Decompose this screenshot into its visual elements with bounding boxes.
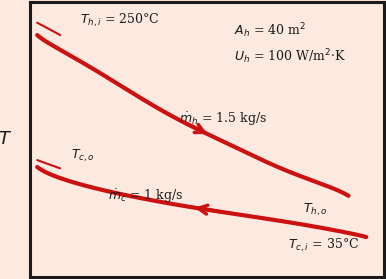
Text: $T_{h,i}$ = 250°C: $T_{h,i}$ = 250°C: [80, 11, 159, 29]
Text: $\dot{m}_c$ = 1 kg/s: $\dot{m}_c$ = 1 kg/s: [108, 187, 183, 205]
Text: $T_{h,o}$: $T_{h,o}$: [303, 201, 327, 218]
Text: $T_{c,i}$ = 35°C: $T_{c,i}$ = 35°C: [288, 237, 359, 254]
Text: $\dot{m}_h$ = 1.5 kg/s: $\dot{m}_h$ = 1.5 kg/s: [179, 110, 267, 128]
Text: $T$: $T$: [0, 131, 12, 148]
Text: $A_h$ = 40 m$^2$: $A_h$ = 40 m$^2$: [234, 21, 306, 40]
Text: $U_h$ = 100 W/m$^2$·K: $U_h$ = 100 W/m$^2$·K: [234, 48, 345, 66]
Text: $T_{c,o}$: $T_{c,o}$: [71, 148, 95, 164]
